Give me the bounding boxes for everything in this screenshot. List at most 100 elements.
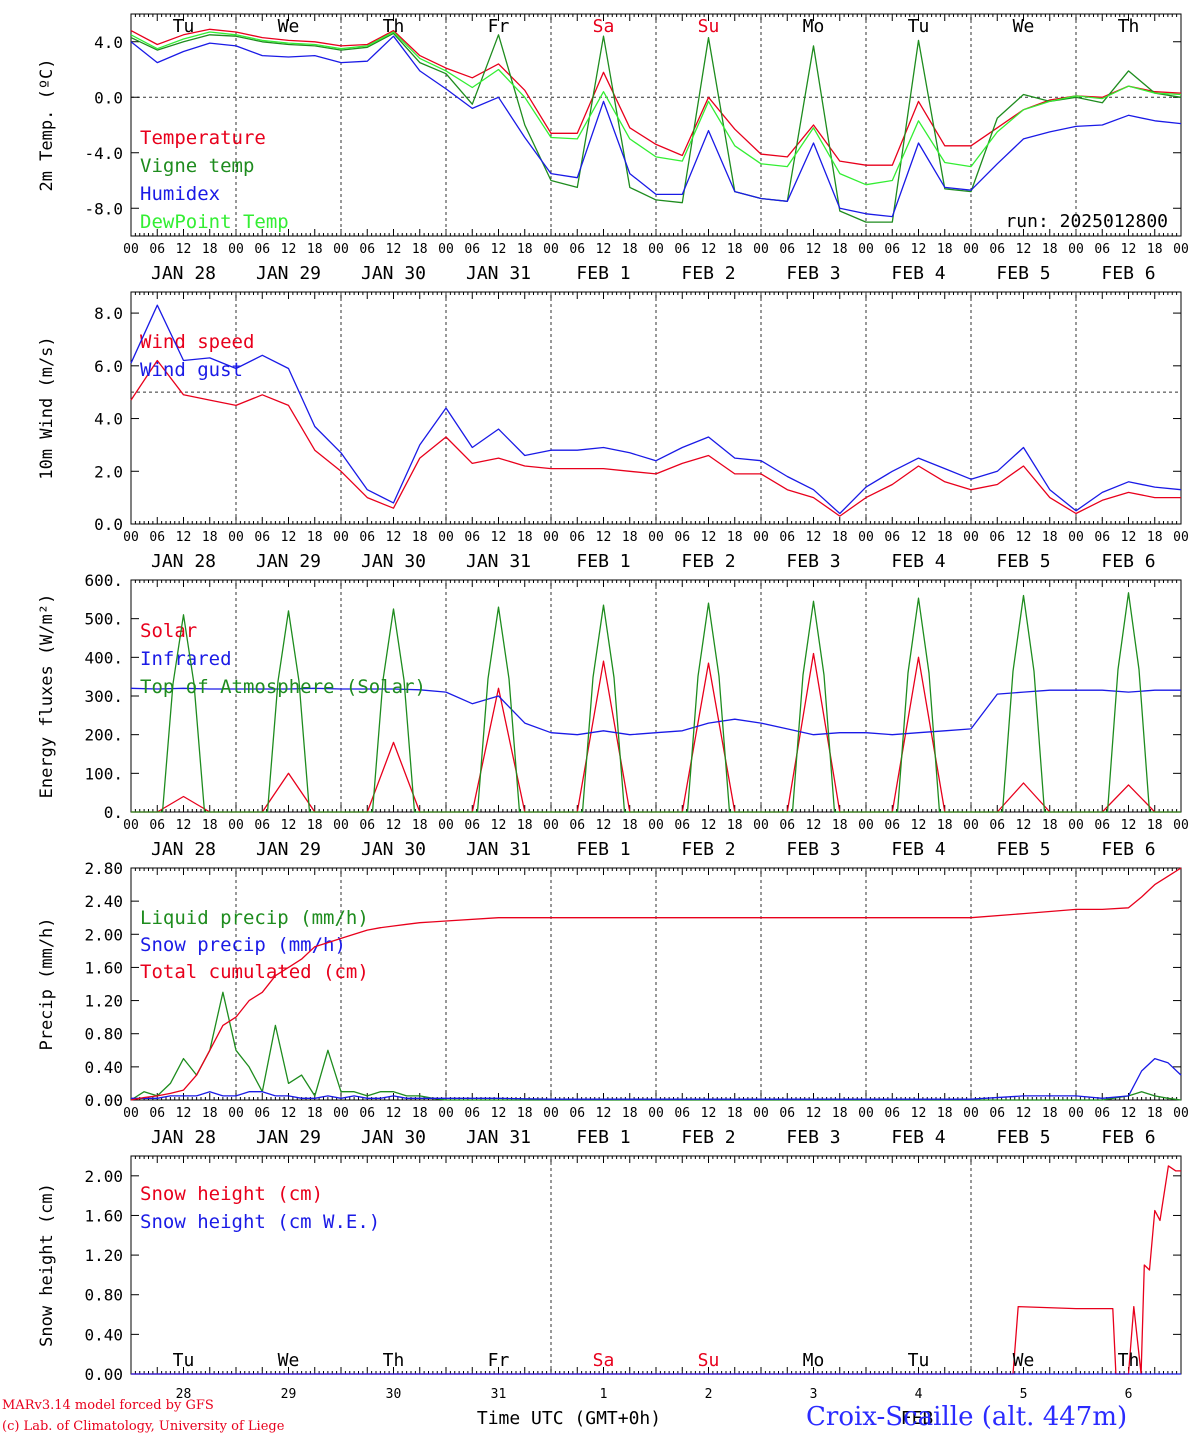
hour-tick-label: 06 [464,818,480,833]
hour-tick-label: 00 [123,530,139,545]
y-tick-label: 6.0 [94,357,123,376]
y-tick-label: 0.80 [84,1025,123,1044]
y-tick-label: -8.0 [84,199,123,218]
date-label: JAN 30 [361,1127,426,1148]
hour-tick-label: 12 [281,530,297,545]
credit-line-2: (c) Lab. of Climatology, University of L… [2,1419,285,1434]
hour-tick-label: 18 [202,530,218,545]
hour-tick-label: 18 [622,242,638,257]
y-tick-label: -4.0 [84,144,123,163]
hour-tick-label: 12 [491,818,507,833]
hour-tick-label: 12 [1121,818,1137,833]
day-name-bottom: Tu [173,1350,195,1371]
hour-tick-label: 12 [911,818,927,833]
day-number: 5 [1020,1387,1028,1402]
legend-entry: Snow height (cm) [140,1183,323,1205]
day-name-bottom: Mo [803,1350,825,1371]
y-tick-label: 2.40 [84,892,123,911]
hour-tick-label: 00 [1068,1106,1084,1121]
hour-tick-label: 18 [1042,818,1058,833]
hour-tick-label: 00 [228,530,244,545]
date-label: JAN 29 [256,1127,321,1148]
hour-tick-label: 00 [858,1106,874,1121]
hour-tick-label: 06 [884,242,900,257]
day-name-bottom: Sa [593,1350,615,1371]
y-tick-label: 600. [84,571,123,590]
hour-tick-label: 12 [911,1106,927,1121]
hour-tick-label: 00 [543,242,559,257]
hour-tick-label: 18 [412,242,428,257]
hour-tick-label: 06 [989,530,1005,545]
hour-tick-label: 06 [254,1106,270,1121]
hour-tick-label: 00 [333,530,349,545]
legend-entry: Wind gust [140,359,243,381]
hour-tick-label: 06 [1094,530,1110,545]
hour-tick-label: 12 [701,242,717,257]
legend-entry: Snow height (cm W.E.) [140,1211,380,1233]
day-name-top: Tu [173,16,195,37]
hour-tick-label: 12 [596,1106,612,1121]
hour-tick-label: 00 [1068,818,1084,833]
day-name-top: Fr [488,16,510,37]
hour-tick-label: 18 [1042,242,1058,257]
hour-tick-label: 06 [674,1106,690,1121]
hour-tick-label: 06 [359,242,375,257]
date-label: FEB 2 [681,551,735,572]
hour-tick-label: 18 [937,818,953,833]
date-label: FEB 3 [786,1127,840,1148]
hour-tick-label: 00 [753,818,769,833]
date-label: JAN 31 [466,1127,531,1148]
hour-tick-label: 00 [333,242,349,257]
hour-tick-label: 18 [937,530,953,545]
hour-tick-label: 12 [1016,818,1032,833]
day-name-bottom: We [278,1350,300,1371]
date-label: JAN 28 [151,263,216,284]
y-tick-label: 1.20 [84,1246,123,1265]
date-label: FEB 6 [1101,1127,1155,1148]
date-label: FEB 5 [996,839,1050,860]
day-number: 28 [176,1387,192,1402]
date-label: JAN 29 [256,551,321,572]
hour-tick-label: 12 [386,1106,402,1121]
hour-tick-label: 06 [674,530,690,545]
hour-tick-label: 06 [674,242,690,257]
hour-tick-label: 00 [228,1106,244,1121]
day-name-bottom: Tu [908,1350,930,1371]
hour-tick-label: 06 [149,242,165,257]
day-number: 31 [491,1387,507,1402]
hour-tick-label: 00 [1068,242,1084,257]
hour-tick-label: 00 [228,818,244,833]
hour-tick-label: 12 [176,530,192,545]
hour-tick-label: 12 [911,242,927,257]
y-tick-label: 0.80 [84,1286,123,1305]
hour-tick-label: 18 [517,818,533,833]
hour-tick-label: 12 [281,818,297,833]
hour-tick-label: 00 [963,818,979,833]
hour-tick-label: 06 [1094,818,1110,833]
y-tick-label: 500. [84,610,123,629]
day-name-bottom: Su [698,1350,720,1371]
date-label: FEB 5 [996,1127,1050,1148]
y-tick-label: 1.20 [84,992,123,1011]
hour-tick-label: 06 [464,1106,480,1121]
hour-tick-label: 18 [937,1106,953,1121]
hour-tick-label: 00 [123,818,139,833]
hour-tick-label: 12 [806,242,822,257]
date-label: JAN 29 [256,263,321,284]
hour-tick-label: 12 [806,818,822,833]
hour-tick-label: 00 [753,1106,769,1121]
hour-tick-label: 18 [202,242,218,257]
day-number: 2 [705,1387,713,1402]
legend-entry: DewPoint Temp [140,211,289,233]
hour-tick-label: 06 [254,530,270,545]
hour-tick-label: 12 [1016,530,1032,545]
hour-tick-label: 00 [648,242,664,257]
hour-tick-label: 00 [1173,818,1189,833]
hour-tick-label: 12 [596,530,612,545]
legend-entry: Snow precip (mm/h) [140,934,346,956]
day-name-top: Th [1118,16,1140,37]
y-tick-label: 0.0 [94,88,123,107]
hour-tick-label: 00 [753,530,769,545]
date-label: JAN 28 [151,839,216,860]
hour-tick-label: 06 [569,242,585,257]
